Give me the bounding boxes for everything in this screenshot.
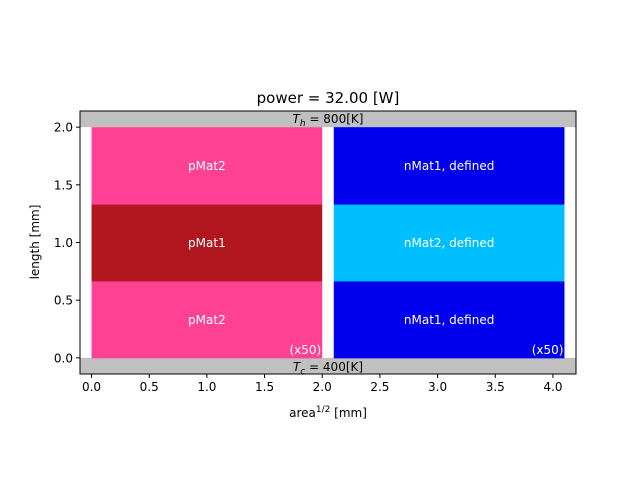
cold-reservoir-label: Tc = 400[K] xyxy=(293,360,363,377)
x-tick-label-4: 2.0 xyxy=(313,380,332,394)
x-tick-label-0: 0.0 xyxy=(82,380,101,394)
y-tick-label-1: 0.5 xyxy=(54,294,73,308)
y-tick-label-2: 1.0 xyxy=(54,236,73,250)
y-tick-label-4: 2.0 xyxy=(54,121,73,135)
leg-0-segment-2 xyxy=(91,127,323,205)
leg-1-multiplier: (x50) xyxy=(532,343,564,357)
hot-reservoir-bar xyxy=(80,111,576,128)
cold-reservoir-bar xyxy=(80,357,576,374)
leg-1-segment-2-label: nMat1, defined xyxy=(404,159,494,173)
leg-0-segment-0 xyxy=(91,280,323,359)
chart-title: power = 32.00 [W] xyxy=(257,89,400,107)
leg-0-segment-1-label: pMat1 xyxy=(188,236,226,250)
x-tick-label-7: 3.5 xyxy=(486,380,505,394)
x-tick-label-6: 3.0 xyxy=(428,380,447,394)
x-tick-label-2: 1.0 xyxy=(197,380,216,394)
leg-1-segment-1 xyxy=(333,204,565,282)
leg-1-segment-0-label: nMat1, defined xyxy=(404,313,494,327)
leg-1-segment-2 xyxy=(333,127,565,205)
leg-0-segment-1 xyxy=(91,204,323,282)
leg-0-segment-2-label: pMat2 xyxy=(188,159,226,173)
leg-0-multiplier: (x50) xyxy=(289,343,321,357)
y-axis-label: length [mm] xyxy=(28,205,42,280)
x-tick-label-5: 2.5 xyxy=(370,380,389,394)
leg-1-segment-0 xyxy=(333,280,565,359)
leg-1-segment-1-label: nMat2, defined xyxy=(404,236,494,250)
x-tick-label-8: 4.0 xyxy=(543,380,562,394)
x-tick-label-3: 1.5 xyxy=(255,380,274,394)
x-tick-label-1: 0.5 xyxy=(140,380,159,394)
plot-area: pMat2 pMat1 pMat2 (x50) nMat1, defined nMat2,… xyxy=(54,110,577,394)
y-tick-label-0: 0.0 xyxy=(54,351,73,365)
x-axis-label: area1/2 [mm] xyxy=(289,405,367,420)
leg-0-segment-0-label: pMat2 xyxy=(188,313,226,327)
y-tick-label-3: 1.5 xyxy=(54,178,73,192)
hot-reservoir-label: Th = 800[K] xyxy=(293,112,364,129)
